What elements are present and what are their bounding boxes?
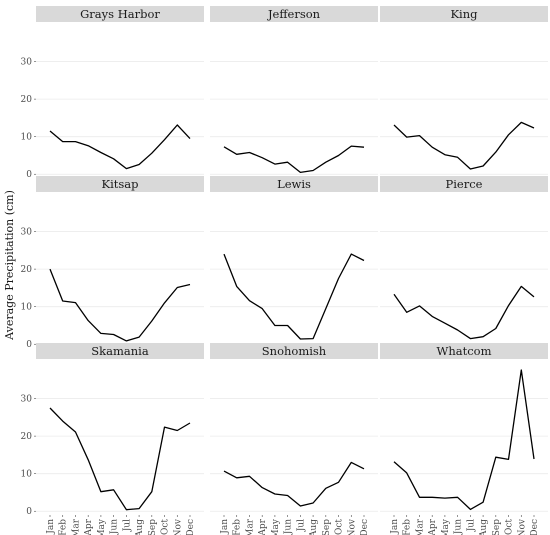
y-tick-label: 30 xyxy=(21,228,33,238)
y-tick-label: 0 xyxy=(26,170,32,180)
x-tick-label: May xyxy=(441,518,451,535)
y-tick-label: 0 xyxy=(26,507,32,517)
x-tick-label: Feb xyxy=(59,519,69,535)
x-tick-label: Mar xyxy=(71,518,81,535)
x-tick-label: Aug xyxy=(309,519,319,535)
series-line-jefferson xyxy=(223,145,365,174)
series-line-snohomish xyxy=(223,461,365,507)
strip-label: Jefferson xyxy=(267,7,321,21)
strip-label: Lewis xyxy=(277,177,311,191)
strip-label: Kitsap xyxy=(101,177,138,191)
x-tick-label: Jan xyxy=(220,519,230,535)
x-tick-label: Dec xyxy=(186,519,196,535)
y-tick-label: 30 xyxy=(21,395,33,405)
x-tick-label: Jan xyxy=(390,519,400,535)
y-tick-label: 10 xyxy=(21,470,33,480)
x-tick-label: Apr xyxy=(258,518,268,535)
x-tick-label: Mar xyxy=(415,518,425,535)
series-line-kitsap xyxy=(49,268,191,342)
series-line-pierce xyxy=(393,285,535,340)
panel-lewis: Lewis xyxy=(210,176,378,345)
x-tick-label: Aug xyxy=(135,519,145,535)
x-tick-label: Nov xyxy=(347,518,357,535)
y-tick-label: 30 xyxy=(21,58,33,68)
x-tick-label: Sep xyxy=(148,519,158,535)
x-tick-label: Feb xyxy=(403,519,413,535)
strip-label: Snohomish xyxy=(262,344,327,358)
panel-pierce: Pierce xyxy=(380,176,548,345)
x-tick-label: Apr xyxy=(428,518,438,535)
strip-label: Pierce xyxy=(446,177,483,191)
x-tick-label: Oct xyxy=(161,519,171,535)
series-line-lewis xyxy=(223,253,365,340)
x-tick-label: Oct xyxy=(505,519,515,535)
panel-grays-harbor: Grays Harbor 0 10 20 30 xyxy=(21,6,204,180)
x-tick-label: Jul xyxy=(296,519,306,532)
strip-label: Whatcom xyxy=(437,344,492,358)
strip-snohomish xyxy=(210,343,378,359)
x-tick-label: Apr xyxy=(84,518,94,535)
x-tick-label: Mar xyxy=(245,518,255,535)
series-line-whatcom xyxy=(393,369,535,511)
facet-panels: Grays Harbor 0 10 20 30 Jefferson King Kitsap 0 1… xyxy=(21,6,548,535)
x-tick-label: Jun xyxy=(284,519,294,535)
series-line-grays-harbor xyxy=(49,124,191,170)
panel-kitsap: Kitsap 0 10 20 30 xyxy=(21,176,204,350)
x-tick-label: Jan xyxy=(46,519,56,535)
strip-label: Skamania xyxy=(91,344,149,358)
y-tick-label: 20 xyxy=(21,432,33,442)
strip-label: Grays Harbor xyxy=(80,7,160,21)
y-axis-label: Average Precipitation (cm) xyxy=(3,190,16,341)
strip-lewis xyxy=(210,176,378,192)
y-tick-label: 20 xyxy=(21,265,33,275)
panel-snohomish: Snohomish Jan Feb Mar Apr May Jun Jul Aug Sep Oct N… xyxy=(210,343,378,535)
panel-skamania: Skamania 0 10 20 30 Jan Feb Mar Apr May Jun Jul Aug S… xyxy=(21,343,204,535)
x-tick-label: Oct xyxy=(335,519,345,535)
x-tick-label: Feb xyxy=(233,519,243,535)
panel-whatcom: Whatcom Jan Feb Mar Apr May Jun Jul Aug Sep Oct Nov… xyxy=(380,343,548,535)
panel-king: King xyxy=(380,6,548,175)
x-tick-label: Sep xyxy=(492,519,502,535)
x-tick-label: Dec xyxy=(530,519,540,535)
x-tick-label: Aug xyxy=(479,519,489,535)
x-tick-label: Nov xyxy=(173,518,183,535)
strip-skamania xyxy=(36,343,204,359)
strip-king xyxy=(380,6,548,22)
x-tick-label: Dec xyxy=(360,519,370,535)
strip-label: King xyxy=(450,7,478,21)
x-tick-label: May xyxy=(271,518,281,535)
y-tick-label: 10 xyxy=(21,133,33,143)
strip-whatcom xyxy=(380,343,548,359)
x-tick-label: May xyxy=(97,518,107,535)
x-tick-label: Nov xyxy=(517,518,527,535)
y-tick-label: 0 xyxy=(26,340,32,350)
strip-jefferson xyxy=(210,6,378,22)
strip-kitsap xyxy=(36,176,204,192)
x-tick-label: Jul xyxy=(466,519,476,532)
panel-jefferson: Jefferson xyxy=(210,6,378,175)
strip-grays-harbor xyxy=(36,6,204,22)
strip-pierce xyxy=(380,176,548,192)
y-tick-label: 20 xyxy=(21,95,33,105)
y-tick-label: 10 xyxy=(21,303,33,313)
series-line-skamania xyxy=(49,407,191,511)
x-tick-label: Sep xyxy=(322,519,332,535)
x-tick-label: Jun xyxy=(454,519,464,535)
x-tick-label: Jul xyxy=(122,519,132,532)
series-line-king xyxy=(393,121,535,170)
x-tick-label: Jun xyxy=(110,519,120,535)
